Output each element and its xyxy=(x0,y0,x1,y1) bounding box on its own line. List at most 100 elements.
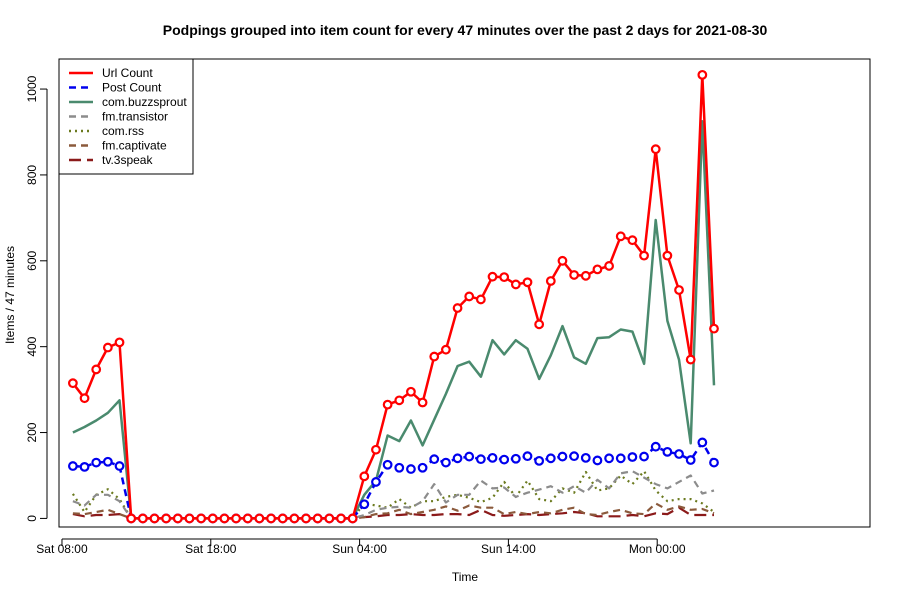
data-point-post-count xyxy=(662,446,673,457)
data-point-post-count xyxy=(674,449,684,459)
data-point-url-count xyxy=(592,264,603,275)
data-point-url-count xyxy=(137,513,148,524)
data-point-url-count xyxy=(674,285,684,295)
data-point-url-count xyxy=(347,513,358,524)
data-point-url-count xyxy=(336,513,346,524)
data-point-post-count xyxy=(91,457,102,468)
data-point-url-count xyxy=(149,513,160,524)
y-axis-label: Items / 47 minutes xyxy=(3,246,17,344)
data-point-url-count xyxy=(569,270,580,280)
data-point-url-count xyxy=(662,250,673,261)
data-point-url-count xyxy=(371,444,381,455)
series-layer xyxy=(67,69,719,524)
x-tick-label: Sat 18:00 xyxy=(185,542,237,556)
data-point-post-count xyxy=(475,454,486,465)
data-point-url-count xyxy=(557,255,568,266)
y-tick-label: 1000 xyxy=(25,75,39,102)
y-tick-label: 600 xyxy=(25,250,39,270)
data-point-post-count xyxy=(650,441,661,452)
x-axis: Sat 08:00 Sat 18:00 Sun 04:00 Sun 14:00 Mon … xyxy=(36,538,686,556)
legend-label-tv-3speak: tv.3speak xyxy=(102,153,153,167)
data-point-post-count xyxy=(67,461,78,471)
data-point-url-count xyxy=(196,513,207,524)
plot-area-frame xyxy=(58,58,871,528)
data-point-post-count xyxy=(464,451,475,462)
data-point-url-count xyxy=(499,272,510,283)
data-point-post-count xyxy=(382,459,393,470)
y-tick-label: 200 xyxy=(25,422,39,442)
data-point-url-count xyxy=(487,271,498,282)
data-point-url-count xyxy=(301,513,311,524)
x-tick-label: Sun 04:00 xyxy=(332,542,387,556)
data-point-post-count xyxy=(487,452,498,463)
legend-label-com-rss: com.rss xyxy=(102,124,144,138)
data-point-url-count xyxy=(207,513,218,524)
data-point-url-count xyxy=(615,231,626,242)
data-point-post-count xyxy=(580,452,591,463)
data-point-post-count xyxy=(114,461,125,471)
data-point-url-count xyxy=(266,513,276,524)
data-point-url-count xyxy=(452,303,463,313)
data-point-url-count xyxy=(440,344,451,355)
x-tick-label: Sat 08:00 xyxy=(36,542,88,556)
legend-label-fm-captivate: fm.captivate xyxy=(102,139,167,153)
data-point-url-count xyxy=(464,291,475,302)
data-point-url-count xyxy=(231,513,241,524)
data-point-url-count xyxy=(126,513,137,524)
data-point-url-count xyxy=(429,351,440,362)
data-point-post-count xyxy=(522,451,533,462)
data-point-url-count xyxy=(650,144,661,155)
legend-label-fm-transistor: fm.transistor xyxy=(102,110,168,124)
data-point-post-count xyxy=(615,453,626,464)
data-point-url-count xyxy=(639,250,649,261)
data-point-url-count xyxy=(382,399,393,410)
data-point-post-count xyxy=(452,453,463,464)
data-point-post-count xyxy=(429,454,440,465)
data-point-post-count xyxy=(534,455,545,466)
data-point-url-count xyxy=(394,395,405,406)
data-point-post-count xyxy=(359,499,370,510)
data-point-url-count xyxy=(277,513,288,524)
data-point-post-count xyxy=(697,437,708,448)
data-point-url-count xyxy=(114,337,125,348)
legend-label-post-count: Post Count xyxy=(102,81,162,95)
data-point-url-count xyxy=(161,513,172,524)
legend-label-com-buzzsprout: com.buzzsprout xyxy=(102,95,187,109)
data-point-url-count xyxy=(289,513,300,524)
data-point-url-count xyxy=(184,513,195,524)
x-tick-label: Mon 00:00 xyxy=(629,542,686,556)
data-point-post-count xyxy=(371,477,381,487)
data-point-url-count xyxy=(406,386,416,397)
data-point-post-count xyxy=(557,451,568,462)
data-point-url-count xyxy=(709,323,719,334)
data-point-post-count xyxy=(685,455,696,465)
data-point-url-count xyxy=(91,364,102,375)
data-point-post-count xyxy=(79,461,90,472)
data-point-url-count xyxy=(102,342,113,353)
data-point-url-count xyxy=(67,378,78,389)
data-point-url-count xyxy=(522,277,533,288)
data-point-url-count xyxy=(417,397,428,408)
data-point-post-count xyxy=(639,451,649,462)
data-point-url-count xyxy=(627,235,638,246)
chart-title: Podpings grouped into item count for eve… xyxy=(163,22,768,38)
data-point-url-count xyxy=(242,513,253,524)
data-point-post-count xyxy=(592,455,603,466)
data-point-post-count xyxy=(102,456,113,467)
x-axis-label: Time xyxy=(452,570,479,584)
data-point-post-count xyxy=(499,454,510,465)
data-point-url-count xyxy=(580,270,591,281)
data-point-url-count xyxy=(510,279,521,290)
data-point-post-count xyxy=(627,452,638,462)
data-point-url-count xyxy=(254,513,265,524)
data-point-post-count xyxy=(440,457,451,468)
data-point-url-count xyxy=(172,513,183,524)
data-point-url-count xyxy=(534,319,545,330)
y-tick-label: 400 xyxy=(25,336,39,356)
data-point-url-count xyxy=(604,261,614,271)
y-axis: 0 200 400 600 800 1000 xyxy=(25,75,48,522)
x-tick-label: Sun 14:00 xyxy=(481,542,536,556)
data-point-url-count xyxy=(359,471,370,482)
